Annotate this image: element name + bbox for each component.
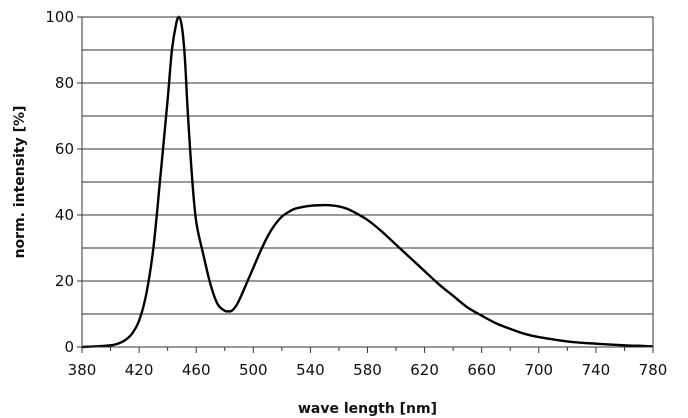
x-tick-label: 460 [182, 361, 211, 379]
y-tick-label: 60 [55, 140, 74, 158]
y-tick-label: 0 [64, 338, 74, 356]
x-axis-ticks: 380 420 460 500 540 580 620 660 700 740 780 [68, 347, 668, 379]
x-axis-label: wave length [nm] [298, 401, 437, 417]
x-tick-label: 660 [467, 361, 496, 379]
y-tick-label: 100 [45, 8, 74, 26]
x-tick-label: 740 [582, 361, 611, 379]
x-tick-label: 540 [296, 361, 325, 379]
grid-lines [82, 49, 653, 315]
y-axis-label: norm. intensity [%] [12, 106, 28, 259]
y-tick-label: 40 [55, 206, 74, 224]
y-tick-label: 20 [55, 272, 74, 290]
x-tick-label: 780 [639, 361, 668, 379]
x-tick-label: 500 [239, 361, 268, 379]
x-tick-label: 620 [410, 361, 439, 379]
y-axis-ticks: 0 20 40 60 80 100 [45, 8, 82, 356]
intensity-curve [81, 15, 654, 349]
x-tick-label: 380 [68, 361, 97, 379]
x-tick-label: 420 [125, 361, 154, 379]
x-tick-label: 580 [353, 361, 382, 379]
x-tick-label: 700 [524, 361, 553, 379]
y-tick-label: 80 [55, 74, 74, 92]
plot-frame [81, 16, 654, 348]
